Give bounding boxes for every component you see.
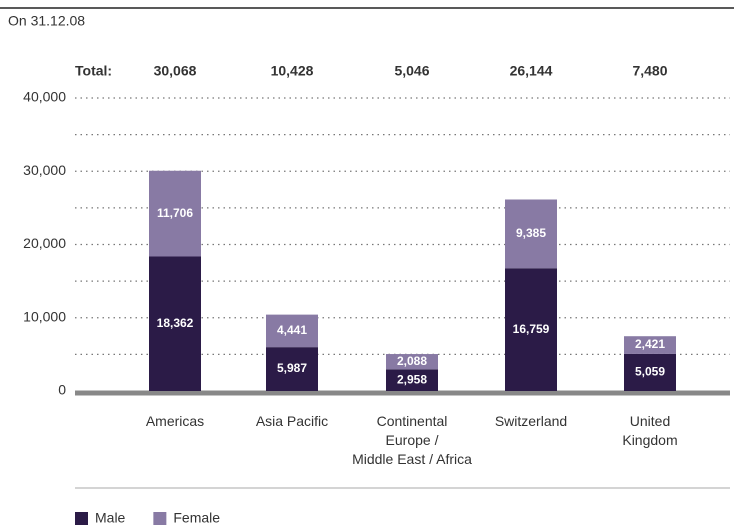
total-value: 5,046: [394, 63, 429, 79]
y-tick-label: 0: [58, 382, 66, 398]
data-label: 5,987: [277, 361, 307, 375]
x-tick-label: United Kingdom: [622, 413, 678, 448]
total-label: Total:: [75, 63, 112, 79]
bar-segment: [149, 170, 201, 257]
data-label: 2,421: [635, 337, 665, 351]
data-label: 4,441: [277, 323, 307, 337]
total-value: 30,068: [154, 63, 197, 79]
bar-segment: [386, 354, 438, 370]
x-tick-label: Switzerland: [494, 413, 568, 429]
legend-swatch: [75, 512, 88, 525]
data-label: 2,088: [397, 354, 427, 368]
bar-segment: [266, 347, 318, 391]
y-tick-label: 30,000: [23, 162, 66, 178]
bar-segment: [386, 369, 438, 391]
chart-subtitle: On 31.12.08: [8, 13, 85, 29]
y-tick-label: 40,000: [23, 89, 66, 105]
x-tick-label: Americas: [145, 413, 205, 429]
bar-segment: [624, 336, 676, 354]
bar-segment: [505, 268, 557, 391]
bar-segment: [266, 314, 318, 348]
legend-swatch: [153, 512, 167, 525]
y-tick-label: 20,000: [23, 235, 66, 251]
legend-label: Female: [173, 510, 220, 526]
x-tick-label: Continental Europe / Middle East / Afric…: [352, 413, 472, 467]
bar-segment: [149, 256, 201, 391]
total-value: 26,144: [510, 63, 553, 79]
total-value: 10,428: [271, 63, 314, 79]
total-value: 7,480: [632, 63, 667, 79]
data-label: 9,385: [516, 226, 546, 240]
bar-segment: [624, 353, 676, 391]
y-tick-label: 10,000: [23, 308, 66, 324]
x-tick-label: Asia Pacific: [255, 413, 329, 429]
bar-segment: [505, 199, 557, 269]
data-label: 18,362: [157, 316, 194, 330]
data-label: 5,059: [635, 365, 665, 379]
data-label: 16,759: [513, 322, 550, 336]
legend-label: Male: [95, 510, 126, 526]
data-label: 11,706: [157, 206, 193, 220]
data-label: 2,958: [397, 372, 427, 386]
